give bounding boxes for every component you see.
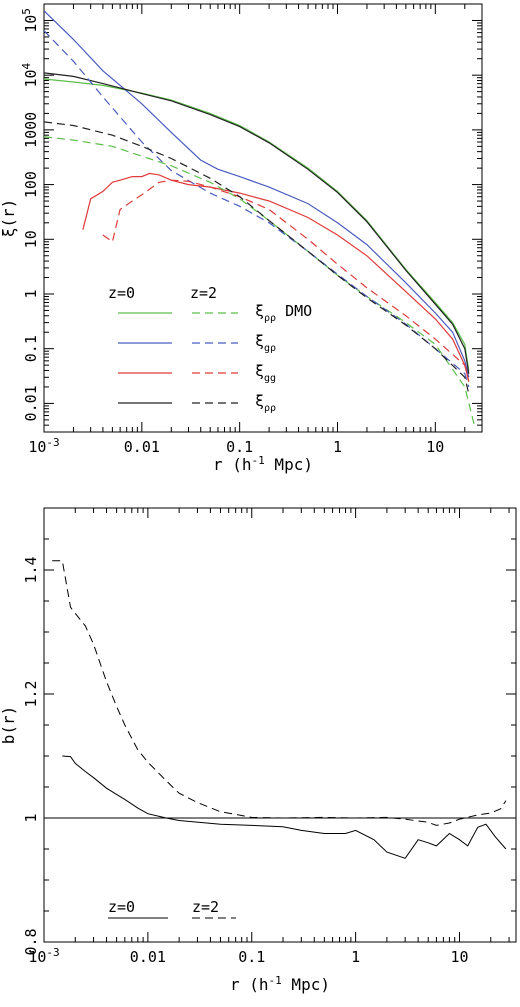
y-axis-label: ξ(r) <box>0 199 18 238</box>
bias-line-z0 <box>62 755 507 859</box>
series-line-z2 <box>102 179 470 382</box>
plot-frame <box>43 507 517 943</box>
legend-label: ξgρ <box>255 332 276 354</box>
legend-label: ξρρ <box>255 392 276 414</box>
x-tick-label: 10-3 <box>28 436 59 456</box>
bias-line-z2 <box>52 560 507 826</box>
correlation-function-chart: 10-3 0.01 0.1 1 10 0.01 0.1 1 10 100 1000 104 105 r (… <box>0 3 483 474</box>
y-tick-label: 0.1 <box>22 335 40 362</box>
y-tick-label: 1 <box>22 289 40 298</box>
y-tick-label: 1000 <box>22 112 40 148</box>
x-axis-label: r (h-1 Mpc) <box>213 454 313 474</box>
y-axis-label: b(r) <box>0 706 18 745</box>
legend-label: ξgg <box>255 362 276 384</box>
x-tick-label: 0.1 <box>226 438 253 456</box>
legend-header-z0: z=0 <box>108 284 135 302</box>
y-tick-label: 1 <box>22 813 40 822</box>
series-line-z0 <box>44 10 470 378</box>
x-tick-label: 1 <box>351 948 360 966</box>
x-tick-label: 10-3 <box>28 946 59 966</box>
y-tick-label: 104 <box>20 62 40 87</box>
y-tick-label: 100 <box>22 171 40 198</box>
series-line-z2 <box>44 136 475 426</box>
y-tick-label: 1.2 <box>22 680 40 707</box>
x-tick-label: 0.1 <box>238 948 265 966</box>
bias-chart: 10-3 0.01 0.1 1 10 0.8 1 1.2 1.4 r (h-1 Mpc) b(r) z… <box>0 507 517 994</box>
x-axis-label: r (h-1 Mpc) <box>230 974 330 994</box>
plot-frame <box>43 3 483 433</box>
series-line-z2 <box>44 121 470 394</box>
y-tick-label: 105 <box>20 8 40 33</box>
legend-label-z0: z=0 <box>108 898 135 916</box>
y-tick-label: 1.4 <box>22 556 40 583</box>
y-tick-label: 0.8 <box>22 928 40 955</box>
x-tick-label: 0.01 <box>124 438 160 456</box>
series-line-z0 <box>44 78 470 371</box>
x-tick-label: 10 <box>426 438 444 456</box>
legend-header-z2: z=2 <box>190 284 217 302</box>
series-line-z0 <box>82 172 470 382</box>
y-tick-label: 0.01 <box>22 385 40 421</box>
series-line-z0 <box>44 72 470 374</box>
y-tick-label: 10 <box>22 230 40 248</box>
x-tick-label: 1 <box>333 438 342 456</box>
legend-label: ξρρ DMO <box>255 302 312 324</box>
x-tick-label: 0.01 <box>130 948 166 966</box>
x-tick-label: 10 <box>450 948 468 966</box>
legend-label-z2: z=2 <box>192 898 219 916</box>
